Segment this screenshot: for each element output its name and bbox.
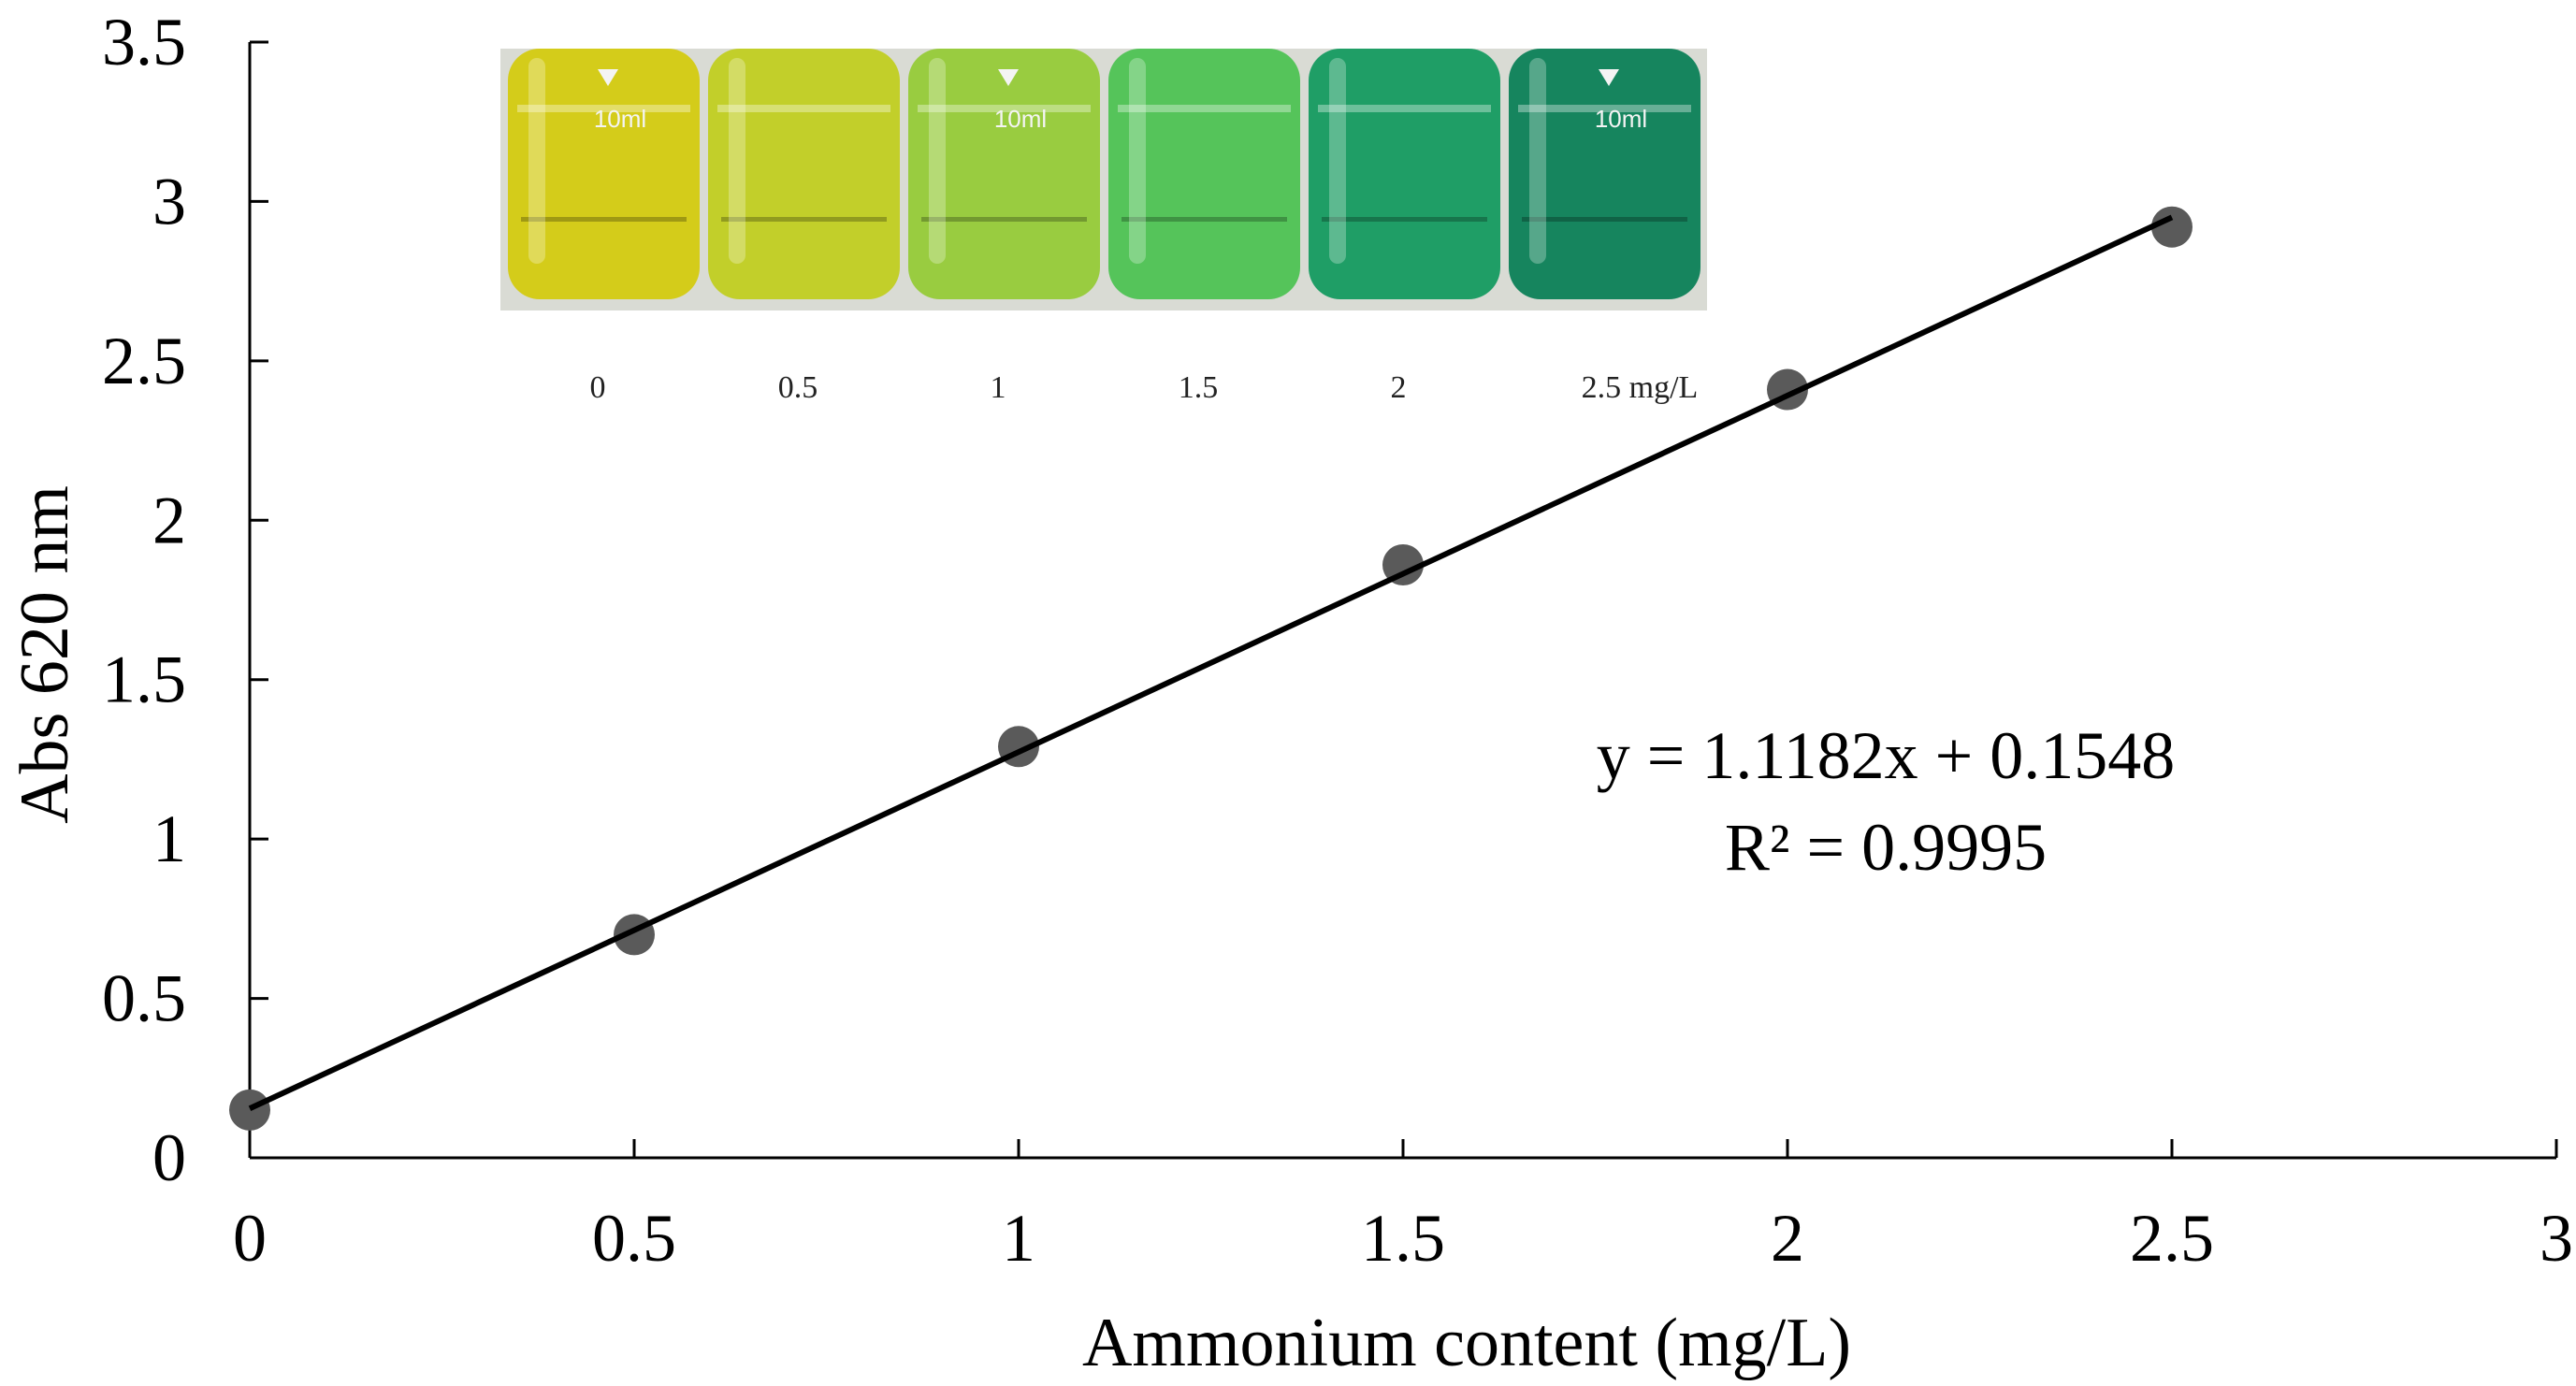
vial-base-line bbox=[1122, 217, 1287, 222]
vial-meniscus bbox=[918, 105, 1091, 112]
vial-inset-photo: 10ml 0 0.5 10ml 1 1.5 2 10ml 2.5 mg/L bbox=[500, 49, 1707, 405]
vial-glare bbox=[1329, 58, 1346, 264]
vial-volume-mark: 10ml bbox=[1595, 105, 1647, 133]
y-tick-label: 0 bbox=[152, 1120, 186, 1195]
vial-glare bbox=[528, 58, 545, 264]
y-axis-title: Abs 620 nm bbox=[7, 485, 83, 824]
vial-glare bbox=[1129, 58, 1146, 264]
vial-meniscus bbox=[1118, 105, 1291, 112]
vial-label: 2 bbox=[1391, 370, 1407, 405]
vial-volume-mark: 10ml bbox=[594, 105, 646, 133]
vial-base-line bbox=[1322, 217, 1487, 222]
vial-fill-arrow-icon bbox=[1599, 69, 1619, 86]
vial-3 bbox=[1108, 49, 1300, 299]
vial-base-line bbox=[921, 217, 1087, 222]
r-squared-value: R² = 0.9995 bbox=[1725, 810, 2047, 885]
data-point bbox=[229, 1089, 270, 1131]
data-point bbox=[2151, 206, 2192, 248]
vial-5 bbox=[1509, 49, 1700, 299]
data-point bbox=[1382, 544, 1424, 586]
vial-label: 0 bbox=[590, 370, 606, 405]
x-axis-title: Ammonium content (mg/L) bbox=[1082, 1305, 1851, 1381]
inset-background bbox=[500, 49, 1707, 310]
x-tick-label: 2.5 bbox=[2130, 1201, 2214, 1276]
x-tick-label: 1.5 bbox=[1361, 1201, 1445, 1276]
y-axis-ticks: 0 0.5 1 1.5 2 2.5 3 3.5 bbox=[102, 5, 268, 1195]
vial-glare bbox=[1529, 58, 1546, 264]
vial-2 bbox=[908, 49, 1100, 299]
vial-glare bbox=[729, 58, 745, 264]
vial-base-line bbox=[521, 217, 687, 222]
vial-label: 1 bbox=[991, 370, 1006, 405]
vial-1 bbox=[708, 49, 900, 299]
vial-base-line bbox=[721, 217, 887, 222]
vial-glare bbox=[929, 58, 946, 264]
vial-meniscus bbox=[517, 105, 690, 112]
vial-0 bbox=[508, 49, 700, 299]
vial-meniscus bbox=[1318, 105, 1491, 112]
y-tick-label: 1 bbox=[152, 801, 186, 876]
vial-label: 0.5 bbox=[778, 370, 818, 405]
vial-base-line bbox=[1522, 217, 1687, 222]
vial-volume-mark: 10ml bbox=[994, 105, 1047, 133]
y-tick-label: 2.5 bbox=[102, 324, 186, 398]
vial-meniscus bbox=[1518, 105, 1691, 112]
vial-label: 2.5 mg/L bbox=[1582, 370, 1699, 405]
x-tick-label: 2 bbox=[1771, 1201, 1804, 1276]
trendline bbox=[248, 214, 2174, 1111]
y-tick-label: 1.5 bbox=[102, 642, 186, 717]
y-tick-label: 2 bbox=[152, 483, 186, 557]
y-tick-label: 3.5 bbox=[102, 5, 186, 79]
vial-fill-arrow-icon bbox=[598, 69, 618, 86]
trendline-equation: y = 1.1182x + 0.1548 bbox=[1597, 718, 2176, 793]
x-axis-ticks: 0 0.5 1 1.5 2 2.5 3 bbox=[233, 1139, 2573, 1276]
vial-fill-arrow-icon bbox=[998, 69, 1019, 86]
vial-meniscus bbox=[717, 105, 890, 112]
vial-label: 1.5 bbox=[1179, 370, 1219, 405]
x-tick-label: 1 bbox=[1002, 1201, 1035, 1276]
x-tick-label: 3 bbox=[2540, 1201, 2573, 1276]
x-tick-label: 0.5 bbox=[592, 1201, 676, 1276]
x-tick-label: 0 bbox=[233, 1201, 267, 1276]
y-tick-label: 0.5 bbox=[102, 961, 186, 1036]
y-tick-label: 3 bbox=[152, 164, 186, 238]
vial-4 bbox=[1309, 49, 1500, 299]
